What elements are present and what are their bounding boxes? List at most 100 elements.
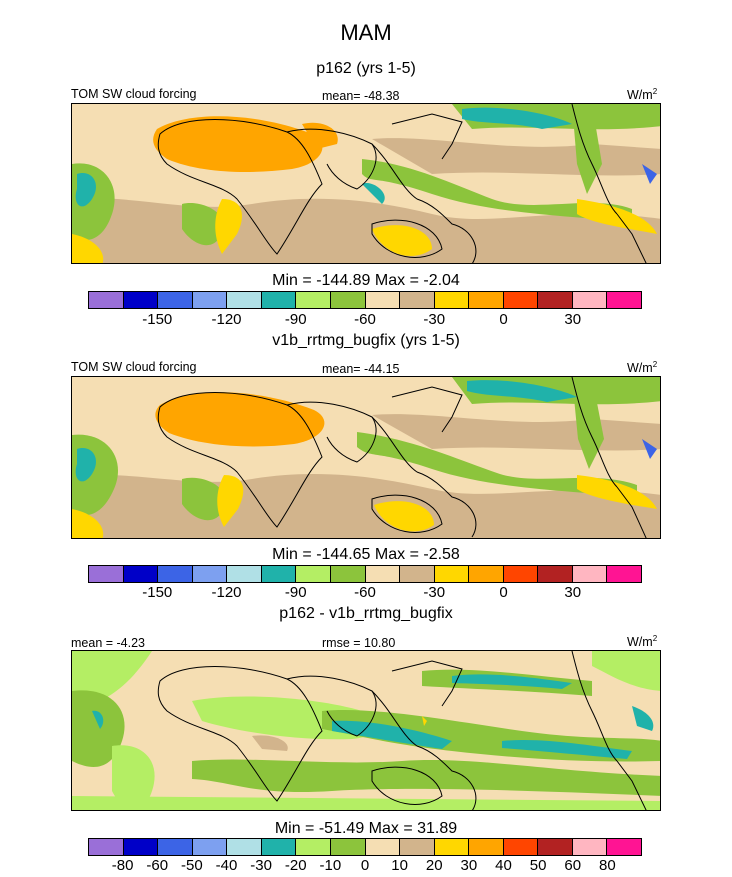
panel1-map-field (72, 104, 660, 263)
colorbar-tick: -60 (354, 311, 376, 328)
panel1-units: W/m2 (627, 87, 658, 103)
colorbar-tick: 20 (425, 857, 443, 874)
colorbar-swatch (607, 292, 641, 308)
colorbar-swatch (89, 566, 124, 582)
colorbar-swatch (330, 839, 366, 855)
colorbar-swatch (158, 566, 193, 582)
colorbar-swatch (572, 566, 608, 582)
panel3-colorbar (88, 838, 642, 856)
colorbar-swatch (365, 292, 401, 308)
colorbar-swatch (227, 839, 262, 855)
colorbar-tick: -10 (319, 857, 342, 874)
panel1-mean-label: mean= -48.38 (322, 89, 400, 103)
colorbar-swatch (400, 292, 435, 308)
panel1-subtitle: p162 (yrs 1-5) (316, 60, 416, 77)
colorbar-tick: -60 (354, 584, 376, 601)
colorbar-tick: 50 (529, 857, 547, 874)
colorbar-tick: -30 (423, 311, 446, 328)
colorbar-swatch (503, 839, 539, 855)
colorbar-tick: 0 (360, 857, 370, 874)
colorbar-swatch (192, 839, 228, 855)
panel1-left-label: TOM SW cloud forcing (71, 87, 197, 101)
colorbar-swatch (607, 566, 641, 582)
colorbar-swatch (365, 839, 401, 855)
colorbar-swatch (296, 292, 331, 308)
panel2-map-field (72, 377, 660, 538)
panel3-mean-label: mean = -4.23 (71, 636, 146, 650)
colorbar-tick: 30 (564, 311, 582, 328)
colorbar-tick: -150 (142, 584, 173, 601)
colorbar-tick: 60 (564, 857, 582, 874)
colorbar-tick: -30 (423, 584, 446, 601)
colorbar-swatch (261, 566, 297, 582)
colorbar-swatch (503, 566, 539, 582)
colorbar-swatch (192, 292, 228, 308)
panel1-colorbar (88, 291, 642, 309)
colorbar-swatch (123, 292, 159, 308)
panel2-units: W/m2 (627, 360, 658, 376)
colorbar-swatch (469, 566, 504, 582)
colorbar-swatch (572, 292, 608, 308)
colorbar-swatch (296, 566, 331, 582)
colorbar-tick: -90 (284, 311, 307, 328)
panel1-minmax: Min = -144.89 Max = -2.04 (272, 272, 460, 289)
panel3-units: W/m2 (627, 634, 658, 650)
colorbar-swatch (572, 839, 608, 855)
colorbar-tick: -60 (146, 857, 169, 874)
colorbar-swatch (400, 566, 435, 582)
colorbar-tick: -150 (142, 311, 173, 328)
colorbar-tick: 30 (460, 857, 478, 874)
colorbar-swatch (538, 292, 573, 308)
colorbar-swatch (365, 566, 401, 582)
colorbar-swatch (434, 292, 470, 308)
panel3-minmax: Min = -51.49 Max = 31.89 (274, 820, 458, 837)
colorbar-swatch (158, 292, 193, 308)
colorbar-tick: -20 (284, 857, 307, 874)
panel2-minmax: Min = -144.65 Max = -2.58 (272, 546, 460, 563)
panel3-map-field (72, 651, 660, 810)
colorbar-swatch (227, 566, 262, 582)
colorbar-tick: 30 (564, 584, 582, 601)
colorbar-tick: 0 (499, 584, 508, 601)
colorbar-tick: -120 (211, 584, 242, 601)
panel1-map (71, 103, 661, 264)
colorbar-swatch (227, 292, 262, 308)
colorbar-swatch (538, 566, 573, 582)
colorbar-tick: 40 (495, 857, 512, 874)
figure-title: MAM (340, 20, 392, 45)
panel3-map (71, 650, 661, 811)
colorbar-swatch (330, 292, 366, 308)
colorbar-swatch (434, 566, 470, 582)
colorbar-swatch (607, 839, 641, 855)
panel2-subtitle: v1b_rrtmg_bugfix (yrs 1-5) (272, 332, 460, 349)
colorbar-tick: -50 (181, 857, 203, 874)
panel3-colorbar-ticks: -80 -60 -50 -40 -30 -20 -10 0 10 20 30 4… (88, 857, 642, 875)
colorbar-swatch (469, 292, 504, 308)
colorbar-swatch (434, 839, 470, 855)
colorbar-tick: -90 (284, 584, 307, 601)
panel2-mean-label: mean= -44.15 (322, 362, 400, 376)
colorbar-tick: -40 (215, 857, 238, 874)
panel3-subtitle: p162 - v1b_rrtmg_bugfix (279, 605, 453, 622)
colorbar-swatch (261, 839, 297, 855)
colorbar-tick: 0 (499, 311, 508, 328)
colorbar-swatch (261, 292, 297, 308)
colorbar-swatch (192, 566, 228, 582)
colorbar-tick: 80 (599, 857, 616, 874)
colorbar-swatch (158, 839, 193, 855)
colorbar-tick: 10 (391, 857, 408, 874)
colorbar-swatch (123, 839, 159, 855)
panel2-colorbar-ticks: -150 -120 -90 -60 -30 0 30 (88, 584, 642, 602)
colorbar-tick: -120 (211, 311, 242, 328)
colorbar-swatch (503, 292, 539, 308)
panel2-colorbar (88, 565, 642, 583)
colorbar-tick: -30 (250, 857, 272, 874)
panel1-colorbar-ticks: -150 -120 -90 -60 -30 0 30 (88, 311, 642, 329)
colorbar-swatch (538, 839, 573, 855)
colorbar-tick: -80 (111, 857, 134, 874)
colorbar-swatch (296, 839, 331, 855)
colorbar-swatch (330, 566, 366, 582)
panel3-rmse-label: rmse = 10.80 (322, 636, 396, 650)
panel2-left-label: TOM SW cloud forcing (71, 360, 197, 374)
colorbar-swatch (400, 839, 435, 855)
